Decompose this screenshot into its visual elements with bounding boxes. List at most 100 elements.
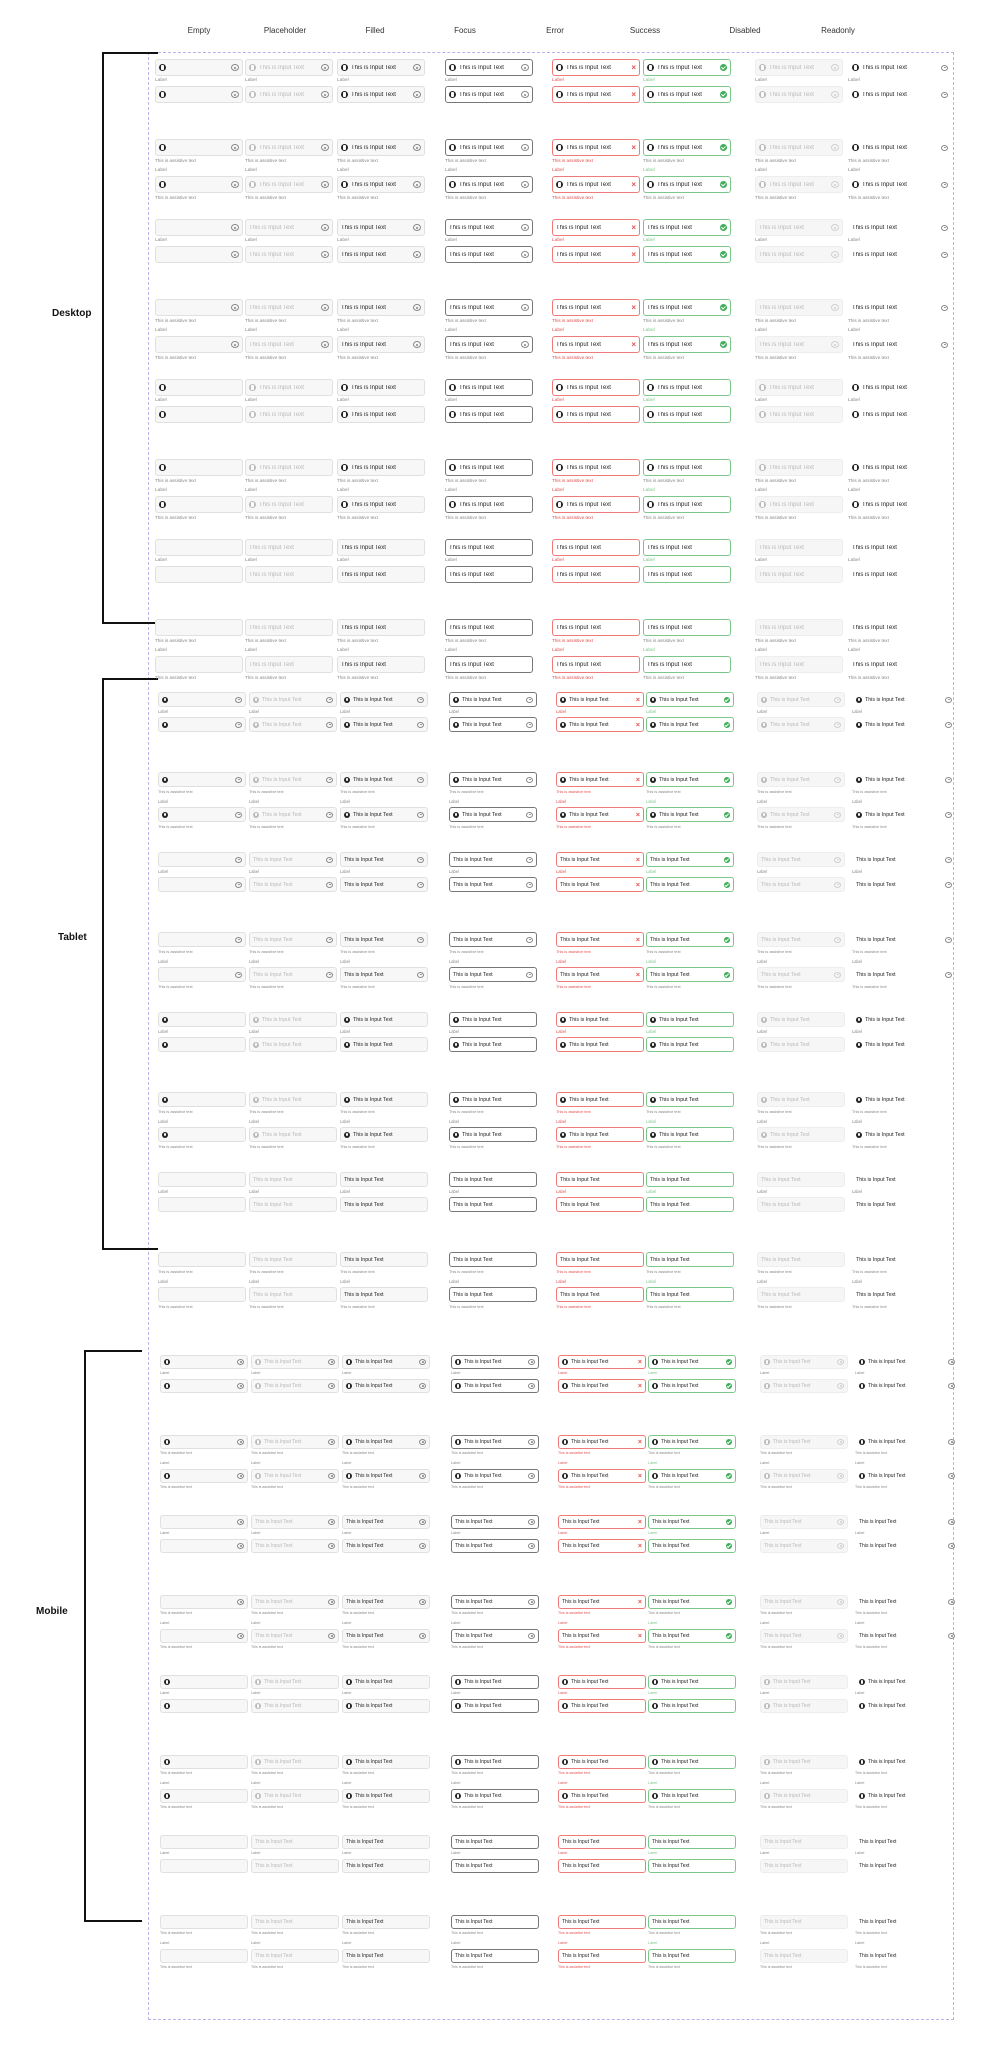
text-input-error[interactable]: This is Input Text ×: [558, 1379, 646, 1393]
text-input-placeholder[interactable]: This is Input Text: [245, 406, 333, 423]
eye-icon[interactable]: [526, 856, 533, 863]
eye-icon[interactable]: [521, 144, 529, 151]
text-input-empty[interactable]: [155, 139, 243, 156]
text-input-filled[interactable]: This is Input Text: [337, 566, 425, 583]
text-input-success[interactable]: This is Input Text: [646, 1172, 734, 1187]
text-input-filled[interactable]: This is Input Text: [340, 1092, 428, 1107]
eye-icon[interactable]: [528, 1383, 535, 1389]
text-input-success[interactable]: This is Input Text: [643, 406, 731, 423]
text-input-placeholder[interactable]: This is Input Text: [245, 139, 333, 156]
text-input-placeholder[interactable]: This is Input Text: [251, 1949, 339, 1963]
text-input-focus[interactable]: This is Input Text: [445, 379, 533, 396]
text-input-empty[interactable]: [155, 86, 243, 103]
text-input-filled[interactable]: This is Input Text: [337, 496, 425, 513]
text-input-empty[interactable]: [160, 1675, 248, 1689]
text-input-success[interactable]: This is Input Text: [643, 86, 731, 103]
close-icon[interactable]: ×: [631, 89, 636, 99]
eye-icon[interactable]: [419, 1599, 426, 1605]
text-input-empty[interactable]: [155, 496, 243, 513]
text-input-error[interactable]: This is Input Text ×: [558, 1515, 646, 1529]
text-input-success[interactable]: This is Input Text: [648, 1859, 736, 1873]
text-input-placeholder[interactable]: This is Input Text: [249, 1287, 337, 1302]
eye-icon[interactable]: [521, 91, 529, 98]
text-input-focus[interactable]: This is Input Text: [449, 1197, 537, 1212]
text-input-placeholder[interactable]: This is Input Text: [249, 1037, 337, 1052]
text-input-empty[interactable]: [158, 967, 246, 982]
text-input-filled[interactable]: This is Input Text: [342, 1629, 430, 1643]
text-input-success[interactable]: This is Input Text: [648, 1469, 736, 1483]
text-input-error[interactable]: This is Input Text: [558, 1835, 646, 1849]
text-input-focus[interactable]: This is Input Text: [449, 772, 537, 787]
eye-icon[interactable]: [328, 1359, 335, 1365]
eye-icon[interactable]: [528, 1439, 535, 1445]
text-input-placeholder[interactable]: This is Input Text: [249, 932, 337, 947]
eye-icon[interactable]: [321, 251, 329, 258]
eye-icon[interactable]: [413, 251, 421, 258]
text-input-placeholder[interactable]: This is Input Text: [251, 1515, 339, 1529]
text-input-focus[interactable]: This is Input Text: [449, 1252, 537, 1267]
text-input-error[interactable]: This is Input Text ×: [558, 1629, 646, 1643]
eye-icon[interactable]: [326, 776, 333, 783]
text-input-placeholder[interactable]: This is Input Text: [245, 246, 333, 263]
eye-icon[interactable]: [231, 181, 239, 188]
eye-icon[interactable]: [328, 1599, 335, 1605]
eye-icon[interactable]: [328, 1383, 335, 1389]
text-input-success[interactable]: This is Input Text: [648, 1699, 736, 1713]
text-input-placeholder[interactable]: This is Input Text: [245, 86, 333, 103]
text-input-focus[interactable]: This is Input Text: [445, 139, 533, 156]
close-icon[interactable]: ×: [637, 1518, 642, 1526]
eye-icon[interactable]: [417, 971, 424, 978]
text-input-focus[interactable]: This is Input Text: [449, 1037, 537, 1052]
text-input-success[interactable]: This is Input Text: [643, 619, 731, 636]
text-input-focus[interactable]: This is Input Text: [449, 1287, 537, 1302]
text-input-success[interactable]: This is Input Text: [646, 1092, 734, 1107]
text-input-success[interactable]: This is Input Text: [643, 139, 731, 156]
text-input-focus[interactable]: This is Input Text: [449, 1012, 537, 1027]
text-input-placeholder[interactable]: This is Input Text: [249, 967, 337, 982]
eye-icon[interactable]: [321, 144, 329, 151]
text-input-error[interactable]: This is Input Text ×: [556, 932, 644, 947]
text-input-filled[interactable]: This is Input Text: [342, 1699, 430, 1713]
text-input-filled[interactable]: This is Input Text: [340, 852, 428, 867]
text-input-focus[interactable]: This is Input Text: [451, 1629, 539, 1643]
text-input-placeholder[interactable]: This is Input Text: [251, 1355, 339, 1369]
eye-icon[interactable]: [328, 1519, 335, 1525]
text-input-error[interactable]: This is Input Text ×: [556, 877, 644, 892]
text-input-focus[interactable]: This is Input Text: [451, 1515, 539, 1529]
eye-icon[interactable]: [417, 721, 424, 728]
eye-icon[interactable]: [237, 1519, 244, 1525]
text-input-focus[interactable]: This is Input Text: [449, 692, 537, 707]
close-icon[interactable]: ×: [635, 969, 640, 979]
text-input-focus[interactable]: This is Input Text: [449, 1127, 537, 1142]
text-input-empty[interactable]: [160, 1355, 248, 1369]
text-input-placeholder[interactable]: This is Input Text: [245, 566, 333, 583]
text-input-success[interactable]: This is Input Text: [648, 1835, 736, 1849]
text-input-filled[interactable]: This is Input Text: [340, 1252, 428, 1267]
eye-icon[interactable]: [521, 304, 529, 311]
text-input-empty[interactable]: [160, 1789, 248, 1803]
close-icon[interactable]: ×: [635, 719, 640, 729]
text-input-error[interactable]: This is Input Text: [552, 539, 640, 556]
text-input-filled[interactable]: This is Input Text: [337, 299, 425, 316]
text-input-empty[interactable]: [158, 1092, 246, 1107]
text-input-success[interactable]: This is Input Text: [648, 1355, 736, 1369]
text-input-empty[interactable]: [158, 1252, 246, 1267]
text-input-success[interactable]: This is Input Text: [643, 656, 731, 673]
text-input-placeholder[interactable]: This is Input Text: [245, 656, 333, 673]
text-input-success[interactable]: This is Input Text: [643, 459, 731, 476]
text-input-empty[interactable]: [155, 459, 243, 476]
close-icon[interactable]: ×: [637, 1542, 642, 1550]
eye-icon[interactable]: [521, 181, 529, 188]
text-input-filled[interactable]: This is Input Text: [342, 1835, 430, 1849]
close-icon[interactable]: ×: [635, 774, 640, 784]
text-input-focus[interactable]: This is Input Text: [451, 1949, 539, 1963]
text-input-empty[interactable]: [160, 1469, 248, 1483]
text-input-placeholder[interactable]: This is Input Text: [245, 459, 333, 476]
text-input-empty[interactable]: [155, 539, 243, 556]
eye-icon[interactable]: [326, 696, 333, 703]
text-input-focus[interactable]: This is Input Text: [445, 619, 533, 636]
eye-icon[interactable]: [413, 224, 421, 231]
text-input-empty[interactable]: [155, 406, 243, 423]
text-input-error[interactable]: This is Input Text ×: [556, 967, 644, 982]
text-input-filled[interactable]: This is Input Text: [340, 717, 428, 732]
